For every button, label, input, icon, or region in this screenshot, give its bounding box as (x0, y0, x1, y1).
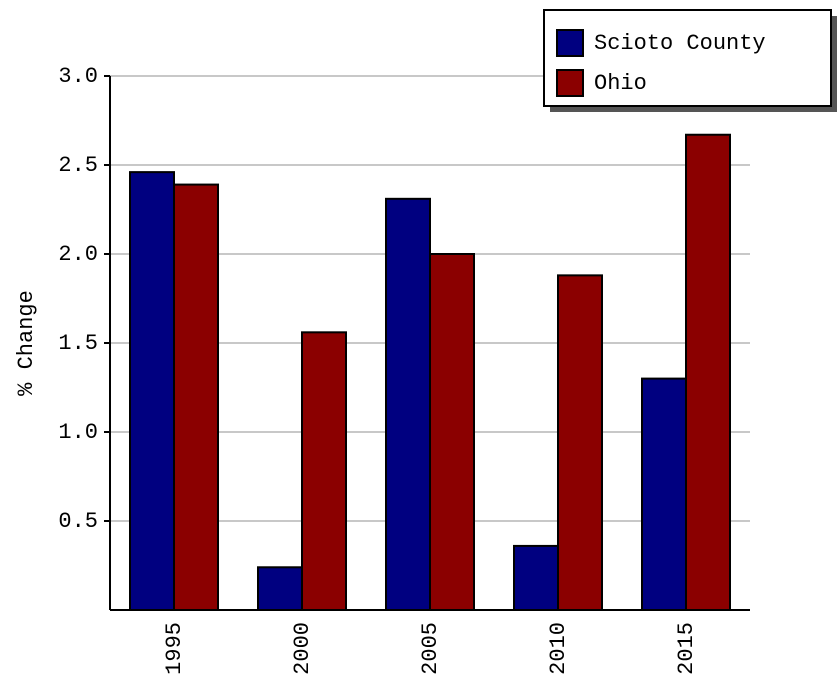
legend-label: Scioto County (594, 31, 766, 56)
x-tick-label: 1995 (162, 622, 187, 675)
bar (685, 133, 731, 612)
legend-box (543, 9, 832, 107)
x-tick-label: 2010 (546, 622, 571, 675)
bar (129, 171, 175, 611)
y-tick-label: 0.5 (58, 509, 98, 534)
bar (641, 377, 687, 611)
y-tick-label: 2.0 (58, 242, 98, 267)
bar (557, 274, 603, 611)
x-tick-label: 2005 (418, 622, 443, 675)
bar (385, 197, 431, 611)
bar (301, 331, 347, 611)
y-axis-label: % Change (14, 290, 39, 396)
legend-label: Ohio (594, 71, 647, 96)
legend-swatch (556, 29, 584, 57)
x-tick-label: 2000 (290, 622, 315, 675)
bar (513, 544, 559, 611)
y-tick-label: 1.5 (58, 331, 98, 356)
legend-swatch (556, 69, 584, 97)
y-tick-label: 1.0 (58, 420, 98, 445)
y-tick-label: 3.0 (58, 64, 98, 89)
bar (173, 183, 219, 612)
bar (257, 566, 303, 612)
y-tick-label: 2.5 (58, 153, 98, 178)
bar (429, 253, 475, 611)
x-tick-label: 2015 (674, 622, 699, 675)
